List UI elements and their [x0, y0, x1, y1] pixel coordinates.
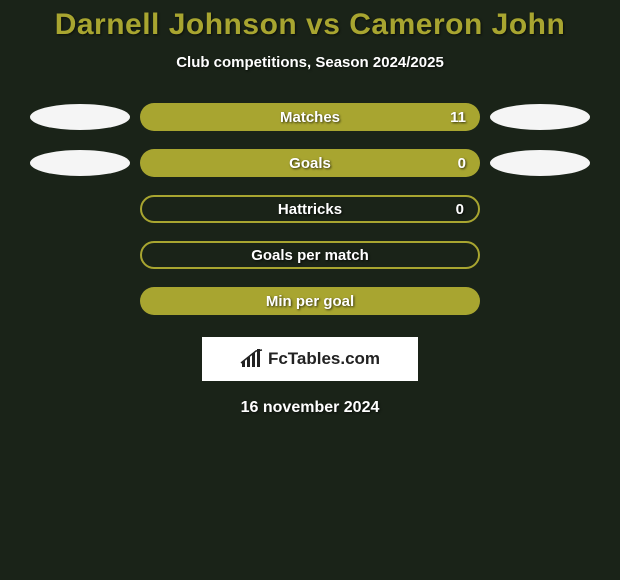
right-ellipse-wrap [480, 104, 600, 130]
stat-row: Min per goal [0, 287, 620, 315]
left-ellipse-icon [30, 150, 130, 176]
right-ellipse-icon [490, 150, 590, 176]
stat-row: Goals 0 [0, 149, 620, 177]
stat-bar: Min per goal [140, 287, 480, 315]
right-ellipse-icon [490, 104, 590, 130]
stat-value: 0 [458, 155, 466, 172]
logo-box: FcTables.com [202, 337, 418, 381]
stat-label: Goals per match [251, 247, 369, 264]
chart-icon [240, 349, 264, 369]
stat-label: Hattricks [278, 201, 342, 218]
stat-bar: Goals 0 [140, 149, 480, 177]
bar-wrap: Goals 0 [140, 149, 480, 177]
stat-bar: Hattricks 0 [140, 195, 480, 223]
page-title: Darnell Johnson vs Cameron John [0, 8, 620, 42]
bar-wrap: Matches 11 [140, 103, 480, 131]
bar-wrap: Hattricks 0 [140, 195, 480, 223]
left-ellipse-icon [30, 104, 130, 130]
stats-list: Matches 11 Goals 0 [0, 103, 620, 315]
infographic-container: Darnell Johnson vs Cameron John Club com… [0, 0, 620, 417]
stat-label: Min per goal [266, 293, 354, 310]
left-ellipse-wrap [20, 104, 140, 130]
stat-value: 11 [450, 109, 466, 126]
date-label: 16 november 2024 [0, 399, 620, 417]
logo-text: FcTables.com [268, 349, 380, 369]
stat-bar: Matches 11 [140, 103, 480, 131]
right-ellipse-wrap [480, 150, 600, 176]
left-ellipse-wrap [20, 150, 140, 176]
stat-label: Matches [280, 109, 340, 126]
bar-wrap: Goals per match [140, 241, 480, 269]
subtitle: Club competitions, Season 2024/2025 [0, 54, 620, 71]
stat-bar: Goals per match [140, 241, 480, 269]
stat-value: 0 [456, 201, 464, 218]
stat-row: Hattricks 0 [0, 195, 620, 223]
stat-row: Goals per match [0, 241, 620, 269]
stat-row: Matches 11 [0, 103, 620, 131]
stat-label: Goals [289, 155, 331, 172]
bar-wrap: Min per goal [140, 287, 480, 315]
